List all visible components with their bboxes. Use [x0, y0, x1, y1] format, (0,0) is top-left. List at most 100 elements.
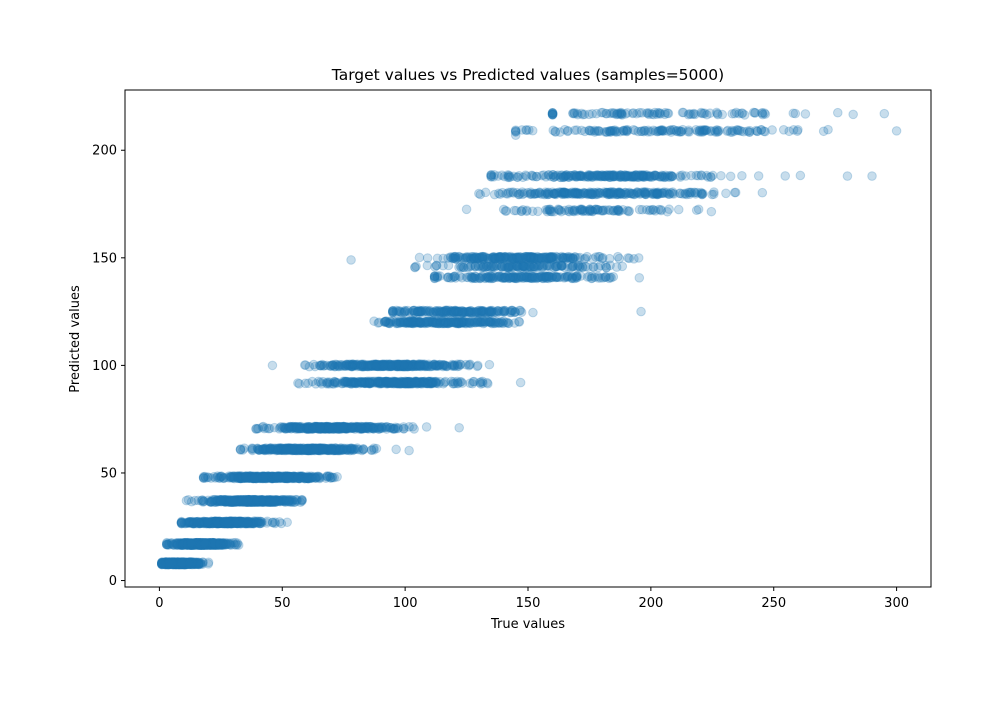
data-point: [175, 558, 185, 569]
data-point: [176, 559, 187, 569]
data-point: [516, 206, 527, 217]
data-point: [295, 422, 305, 433]
data-point: [450, 316, 460, 327]
data-point: [177, 559, 188, 569]
data-point: [167, 558, 178, 569]
data-point: [164, 557, 175, 567]
data-point: [178, 557, 189, 568]
data-point: [175, 558, 186, 569]
data-point: [370, 376, 381, 387]
data-point: [167, 557, 177, 568]
data-point: [185, 557, 195, 567]
data-point: [170, 557, 181, 568]
data-point: [376, 423, 387, 434]
data-point: [410, 377, 420, 388]
data-point: [198, 557, 208, 568]
data-point: [194, 558, 204, 569]
data-point: [182, 557, 192, 568]
data-point: [184, 558, 195, 569]
data-point: [172, 557, 183, 567]
data-point: [184, 558, 195, 568]
data-point: [174, 557, 185, 568]
data-point: [318, 361, 329, 371]
data-point: [157, 558, 167, 568]
data-point: [169, 558, 179, 568]
data-point: [448, 376, 459, 387]
data-point: [177, 557, 187, 568]
data-point: [163, 558, 174, 568]
data-point: [167, 558, 178, 569]
data-point: [188, 558, 198, 569]
data-point: [176, 558, 187, 569]
data-point: [175, 557, 186, 568]
data-point: [188, 558, 198, 569]
data-point: [158, 558, 168, 568]
data-point: [160, 558, 171, 569]
data-point: [182, 559, 193, 569]
data-point: [587, 271, 597, 282]
data-point: [438, 253, 449, 264]
data-point: [178, 557, 188, 568]
data-point: [180, 558, 190, 568]
data-point: [175, 558, 185, 569]
data-point: [199, 538, 210, 549]
data-point: [168, 558, 179, 569]
data-point: [184, 559, 195, 570]
data-point: [177, 559, 188, 569]
data-point: [167, 559, 178, 569]
data-point: [454, 361, 464, 371]
data-point: [648, 205, 658, 215]
data-point: [484, 359, 495, 370]
data-point: [180, 559, 191, 570]
data-point: [188, 557, 199, 568]
data-point: [174, 557, 184, 568]
data-point: [172, 558, 183, 568]
data-point: [527, 271, 538, 282]
data-point: [449, 271, 460, 282]
data-point: [440, 317, 451, 328]
data-point: [194, 557, 204, 568]
data-point: [190, 558, 200, 569]
data-point: [186, 557, 196, 568]
data-point: [161, 559, 171, 569]
data-point: [506, 307, 517, 318]
data-point: [480, 317, 491, 327]
data-point: [168, 559, 179, 569]
data-point: [440, 376, 451, 387]
data-point: [171, 557, 182, 568]
data-point: [176, 557, 186, 568]
data-point: [157, 557, 167, 568]
data-point: [494, 254, 505, 264]
data-point: [179, 559, 190, 570]
data-point: [193, 558, 204, 569]
data-point: [160, 558, 171, 568]
data-point: [162, 559, 172, 570]
data-point: [161, 557, 171, 568]
data-point: [183, 558, 193, 569]
data-point: [178, 559, 188, 569]
data-point: [228, 496, 238, 506]
data-point: [164, 559, 175, 570]
data-point: [178, 558, 189, 569]
data-points: [157, 107, 902, 570]
data-point: [532, 254, 543, 264]
data-point: [171, 557, 181, 568]
data-point: [178, 557, 189, 567]
data-point: [190, 558, 201, 568]
data-point: [173, 557, 184, 568]
data-point: [163, 558, 173, 569]
data-point: [183, 558, 193, 569]
data-point: [186, 559, 196, 570]
data-point: [170, 559, 181, 570]
data-point: [178, 559, 189, 569]
data-point: [160, 559, 171, 570]
data-point: [170, 557, 181, 568]
data-point: [203, 557, 214, 568]
data-point: [169, 559, 180, 569]
data-point: [338, 422, 349, 433]
data-point: [164, 557, 175, 568]
data-point: [175, 558, 186, 569]
data-point: [169, 559, 180, 570]
data-point: [157, 559, 167, 569]
data-point: [567, 253, 578, 264]
